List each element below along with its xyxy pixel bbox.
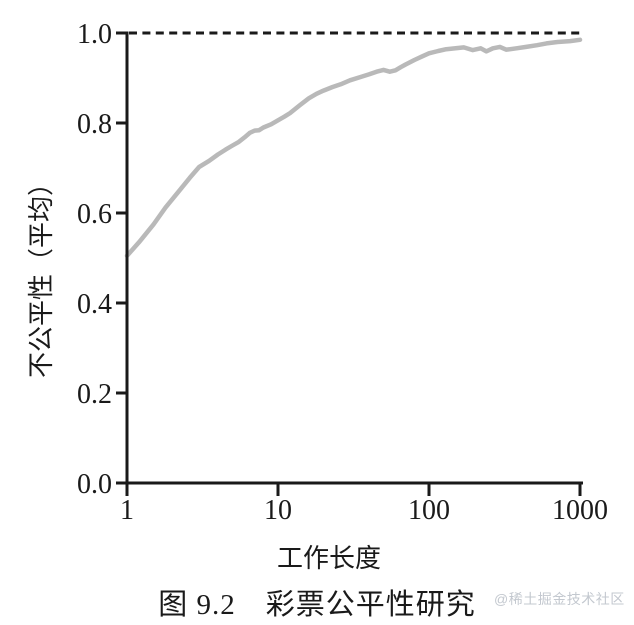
y-axis-title: 不公平性（平均） <box>27 170 56 379</box>
x-tick-label: 10 <box>264 495 292 526</box>
x-tick-label: 100 <box>408 495 450 526</box>
y-tick-label: 0.2 <box>77 379 112 410</box>
x-tick-label: 1 <box>120 495 134 526</box>
y-tick-label: 0.8 <box>77 109 112 140</box>
y-tick-label: 1.0 <box>77 19 112 50</box>
watermark-text: @稀土掘金技术社区 <box>494 591 625 607</box>
y-tick-label: 0.4 <box>77 289 112 320</box>
y-tick-label: 0.6 <box>77 199 112 230</box>
y-tick-label: 0.0 <box>77 469 112 500</box>
figure-caption: 图 9.2 彩票公平性研究 <box>158 589 476 621</box>
x-axis-title: 工作长度 <box>276 544 381 573</box>
unfairness-curve <box>124 37 583 259</box>
x-tick-label: 1000 <box>552 495 608 526</box>
